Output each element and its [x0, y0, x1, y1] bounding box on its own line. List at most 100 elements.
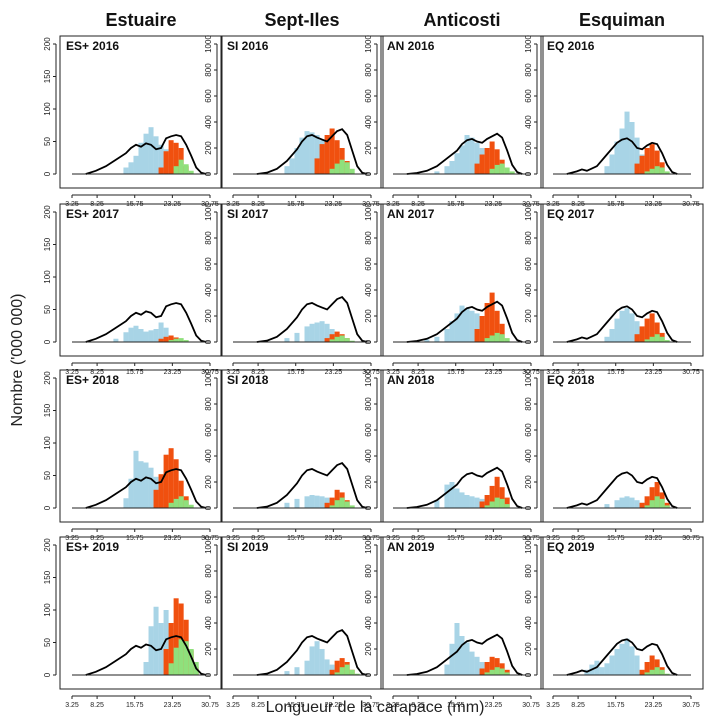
- x-tick-label: 8.25: [411, 369, 425, 376]
- bar-green: [349, 669, 355, 675]
- bar-red: [479, 154, 485, 174]
- bar-green: [188, 504, 194, 508]
- reference-curve: [256, 296, 368, 343]
- x-tick-label: 8.25: [251, 702, 265, 709]
- bar-blue: [314, 322, 320, 342]
- y-tick-label: 400: [524, 115, 533, 129]
- bar-green: [494, 332, 500, 342]
- bar-blue: [309, 646, 315, 675]
- bar-red: [474, 163, 480, 174]
- bar-green: [499, 163, 505, 174]
- panel-label: AN 2017: [387, 207, 435, 221]
- bar-blue: [324, 659, 330, 675]
- x-tick-label: 8.25: [90, 535, 104, 542]
- y-tick-label: 100: [43, 436, 52, 450]
- y-tick-label: 200: [524, 309, 533, 323]
- bar-red: [173, 142, 179, 174]
- column-title-2: Sept-Iles: [264, 10, 339, 30]
- y-tick-label: 600: [364, 590, 373, 604]
- bar-blue: [614, 649, 620, 675]
- y-tick-label: 50: [43, 638, 52, 647]
- bar-green: [349, 340, 355, 342]
- bar-blue: [604, 663, 610, 675]
- y-tick-label: 0: [364, 672, 373, 677]
- bar-blue: [464, 308, 470, 342]
- bar-blue: [449, 482, 455, 508]
- y-tick-label: 1000: [364, 369, 373, 387]
- bar-blue: [304, 131, 310, 174]
- panel-label: ES+ 2019: [66, 540, 119, 554]
- bar-green: [664, 171, 670, 174]
- y-tick-label: 1000: [524, 536, 533, 554]
- bar-red: [634, 334, 640, 342]
- x-tick-label: 30.75: [682, 702, 700, 709]
- bar-green: [489, 501, 495, 508]
- bar-blue: [148, 330, 154, 342]
- bar-blue: [163, 327, 169, 342]
- y-tick-label: 150: [43, 403, 52, 417]
- bar-green: [649, 669, 655, 675]
- bar-green: [649, 168, 655, 174]
- bar-blue: [464, 642, 470, 675]
- y-tick-label: 0: [364, 171, 373, 176]
- panel-label: SI 2017: [227, 207, 269, 221]
- y-tick-label: 400: [204, 283, 213, 297]
- y-tick-label: 200: [204, 475, 213, 489]
- bar-blue: [614, 500, 620, 508]
- y-tick-label: 200: [204, 642, 213, 656]
- bar-green: [178, 496, 184, 508]
- bar-blue: [138, 329, 144, 342]
- bar-blue: [464, 495, 470, 508]
- bar-green: [499, 668, 505, 675]
- y-tick-label: 400: [204, 115, 213, 129]
- bar-red: [319, 144, 325, 174]
- y-tick-label: 100: [43, 603, 52, 617]
- bar-green: [354, 673, 360, 675]
- bar-green: [494, 497, 500, 508]
- bar-blue: [163, 610, 169, 675]
- bar-blue: [319, 649, 325, 675]
- bar-blue: [123, 332, 129, 342]
- bar-blue: [434, 500, 440, 508]
- bar-red: [649, 313, 655, 342]
- x-tick-label: 23.25: [645, 369, 663, 376]
- bar-blue: [444, 484, 450, 508]
- y-tick-label: 400: [524, 283, 533, 297]
- bar-red: [324, 135, 330, 174]
- x-tick-label: 8.25: [251, 369, 265, 376]
- panel-frame: [220, 35, 384, 189]
- bar-green: [484, 505, 490, 508]
- y-tick-label: 400: [364, 283, 373, 297]
- y-tick-label: 1000: [204, 203, 213, 221]
- x-tick-label: 30.75: [201, 702, 219, 709]
- bar-green: [659, 669, 665, 675]
- bar-green: [344, 338, 350, 342]
- bar-green: [168, 340, 174, 342]
- panel-4-3: 0 200 400 600 800 1000 3.25 8.25 15.75 23.25 30.75…: [524, 369, 704, 542]
- column-title-4: Esquiman: [579, 10, 665, 30]
- bar-blue: [634, 137, 640, 174]
- bar-green: [173, 647, 179, 675]
- bar-green: [494, 667, 500, 675]
- bar-red: [158, 167, 164, 174]
- x-tick-label: 3.25: [65, 535, 79, 542]
- bar-green: [339, 667, 345, 675]
- y-tick-label: 1000: [204, 536, 213, 554]
- bar-blue: [604, 336, 610, 342]
- bar-blue: [444, 166, 450, 174]
- x-tick-label: 30.75: [201, 369, 219, 376]
- bar-blue: [294, 667, 300, 675]
- bar-blue: [158, 322, 164, 342]
- x-tick-label: 15.75: [447, 369, 465, 376]
- bar-blue: [619, 643, 625, 675]
- panel-label: EQ 2018: [547, 373, 595, 387]
- bar-red: [489, 485, 495, 508]
- y-tick-label: 200: [43, 538, 52, 552]
- reference-curve: [256, 462, 368, 509]
- bar-red: [499, 487, 505, 508]
- x-tick-label: 23.25: [164, 702, 182, 709]
- bar-blue: [614, 318, 620, 342]
- bar-green: [339, 497, 345, 508]
